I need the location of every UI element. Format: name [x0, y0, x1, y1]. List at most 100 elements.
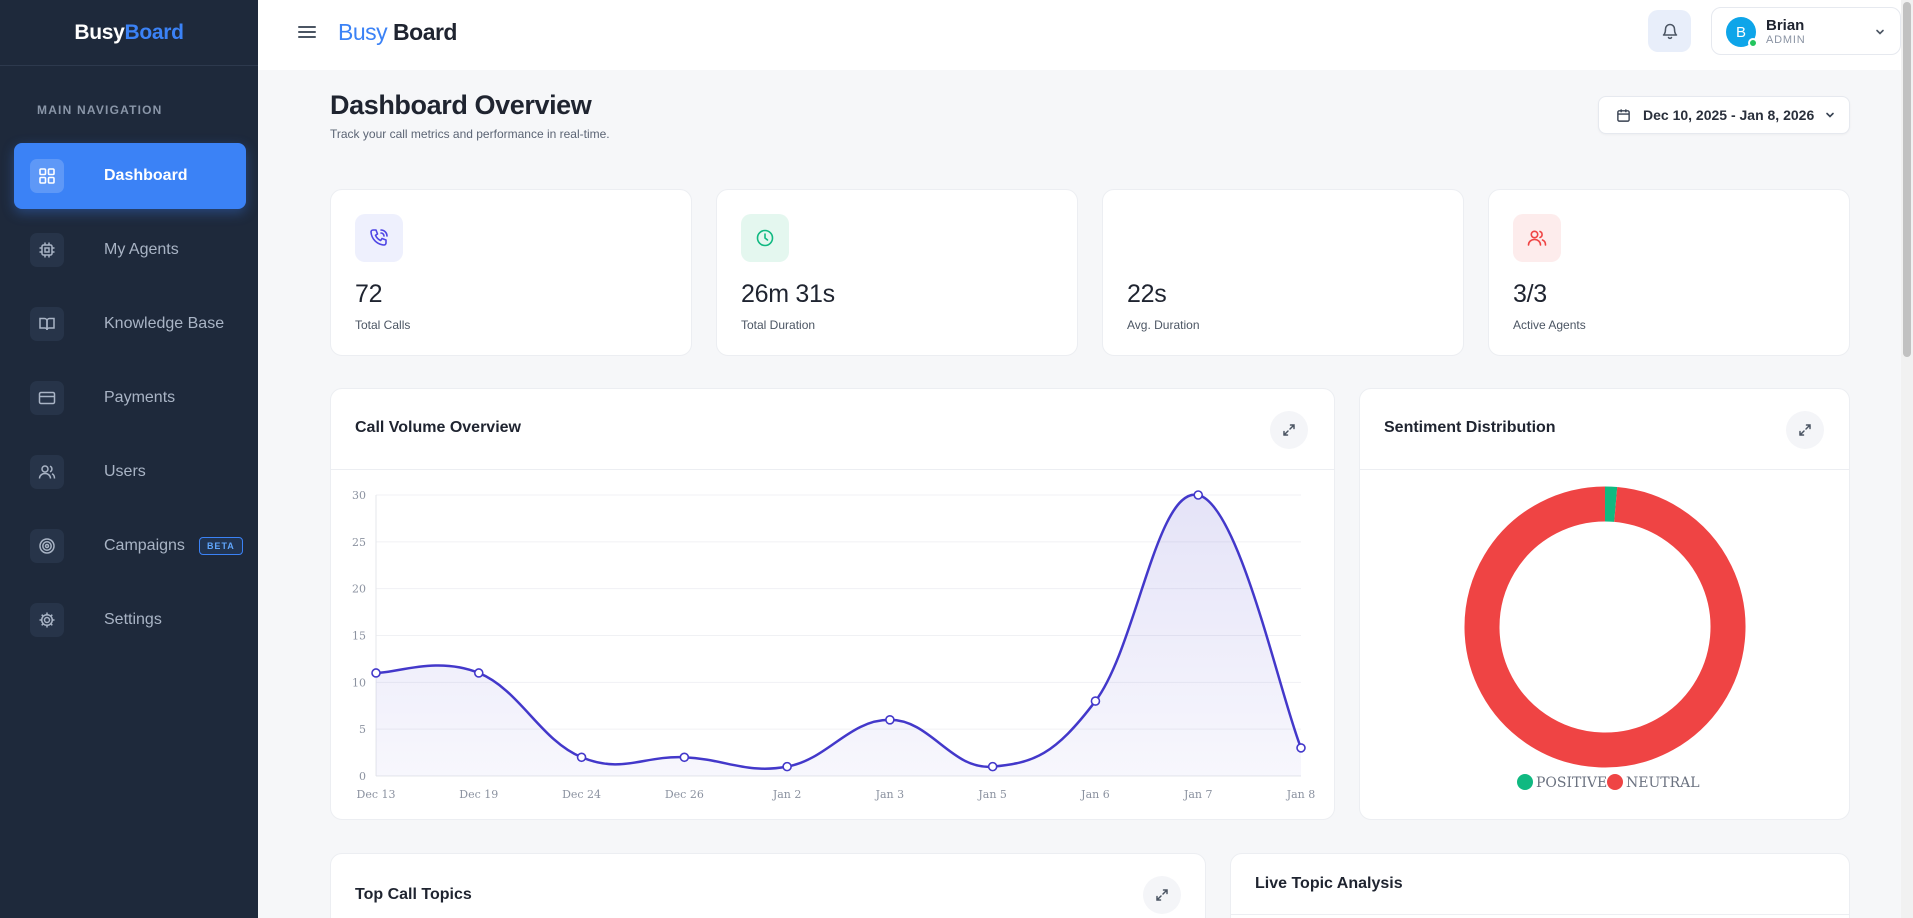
data-point[interactable] — [1296, 743, 1306, 753]
top-topics-panel: Top Call Topics — [330, 853, 1206, 918]
sidebar-logo[interactable]: Busy Board — [0, 0, 258, 66]
stat-card-active-agents: 3/3 Active Agents — [1488, 189, 1850, 356]
gear-icon — [30, 603, 64, 637]
scrollbar-thumb[interactable] — [1903, 2, 1911, 357]
sidebar-item-label: Dashboard — [104, 167, 188, 184]
stat-value: 3/3 — [1513, 280, 1547, 308]
menu-toggle-icon[interactable] — [296, 22, 318, 42]
stat-label: Total Calls — [355, 318, 411, 332]
users-icon — [30, 455, 64, 489]
bell-icon — [1662, 23, 1677, 40]
date-range-picker[interactable]: Dec 10, 2025 - Jan 8, 2026 — [1598, 96, 1850, 134]
y-tick-label: 20 — [352, 583, 366, 596]
stat-value: 26m 31s — [741, 280, 835, 308]
sidebar-item-users[interactable]: Users — [14, 439, 246, 505]
page-scrollbar[interactable] — [1901, 0, 1913, 918]
expand-chart-button[interactable] — [1786, 411, 1824, 449]
area-fill — [376, 494, 1301, 776]
x-tick-label: Jan 2 — [772, 788, 802, 801]
stat-value: 72 — [355, 280, 383, 308]
sidebar-item-label: Campaigns — [104, 537, 185, 554]
y-tick-label: 25 — [352, 536, 366, 549]
data-point[interactable] — [885, 714, 895, 725]
legend-swatch — [1607, 774, 1623, 790]
call-volume-chart: 0 5 10 15 20 25 30 Dec 13 Dec 19 Dec 24 Dec 26 Jan … — [352, 489, 1316, 801]
data-point[interactable] — [473, 668, 484, 678]
y-tick-label: 30 — [352, 489, 366, 502]
sidebar-item-label: Users — [104, 463, 146, 480]
x-tick-label: Jan 3 — [875, 788, 905, 801]
sidebar-item-label: My Agents — [104, 241, 179, 258]
brand-text-busy: Busy — [338, 19, 388, 45]
x-tick-label: Jan 7 — [1183, 788, 1213, 801]
sidebar-item-label: Knowledge Base — [104, 315, 225, 332]
grid-icon — [30, 159, 64, 193]
expand-chart-button[interactable] — [1270, 411, 1308, 449]
avatar-initial: B — [1735, 23, 1746, 41]
stat-card-avg-duration: 22s Avg. Duration — [1102, 189, 1464, 356]
avatar: B — [1726, 17, 1758, 48]
data-point[interactable] — [576, 752, 587, 763]
book-icon — [30, 307, 64, 341]
expand-icon — [1156, 889, 1168, 901]
x-tick-label: Dec 26 — [665, 788, 704, 801]
data-point[interactable] — [371, 668, 381, 678]
legend-swatch — [1517, 774, 1533, 790]
user-menu[interactable]: B Brian ADMIN — [1711, 7, 1901, 55]
panel-title: Call Volume Overview — [355, 419, 521, 436]
call-volume-panel: Call Volume Overview 0 5 10 15 20 25 30 Dec 13 D… — [330, 388, 1335, 820]
data-point[interactable] — [1193, 490, 1204, 500]
stat-card-total-calls: 72 Total Calls — [330, 189, 692, 356]
sentiment-panel: Sentiment Distribution POSITIVE NEUTRAL — [1359, 388, 1850, 820]
panel-title: Live Topic Analysis — [1255, 875, 1403, 892]
sidebar-item-settings[interactable]: Settings — [14, 587, 246, 653]
calendar-icon — [1617, 108, 1630, 122]
sidebar-item-payments[interactable]: Payments — [14, 365, 246, 431]
data-point[interactable] — [782, 761, 792, 772]
stat-value: 22s — [1127, 280, 1167, 308]
brand-text-board: Board — [393, 19, 457, 45]
y-tick-label: 15 — [352, 630, 366, 643]
user-role: ADMIN — [1766, 34, 1806, 46]
phone-icon — [355, 214, 403, 262]
sidebar-item-knowledge-base[interactable]: Knowledge Base — [14, 291, 246, 357]
data-point[interactable] — [679, 752, 690, 763]
credit-card-icon — [30, 381, 64, 415]
page-subtitle: Track your call metrics and performance … — [330, 127, 610, 141]
target-icon — [30, 529, 64, 563]
sidebar: Busy Board MAIN NAVIGATION Dashboard My A… — [0, 0, 258, 918]
y-tick-label: 0 — [359, 770, 366, 783]
y-tick-label: 10 — [352, 676, 366, 689]
data-point[interactable] — [1090, 696, 1101, 706]
sidebar-item-label: Settings — [104, 611, 162, 628]
sidebar-item-dashboard[interactable]: Dashboard — [14, 143, 246, 209]
panel-divider — [331, 469, 1334, 470]
data-point[interactable] — [987, 761, 998, 772]
panel-divider — [1231, 914, 1849, 915]
chevron-down-icon — [1826, 112, 1835, 118]
legend-label: NEUTRAL — [1626, 775, 1700, 791]
users-icon — [1513, 214, 1561, 262]
expand-chart-button[interactable] — [1143, 876, 1181, 914]
x-tick-label: Jan 6 — [1080, 788, 1110, 801]
legend-label: POSITIVE — [1536, 775, 1607, 791]
stat-label: Active Agents — [1513, 318, 1586, 332]
panel-title: Top Call Topics — [355, 886, 472, 903]
sidebar-item-my-agents[interactable]: My Agents — [14, 217, 246, 283]
chip-icon — [30, 233, 64, 267]
x-tick-label: Dec 19 — [459, 788, 498, 801]
sentiment-donut-chart: POSITIVE NEUTRAL — [1464, 486, 1746, 791]
sidebar-item-campaigns[interactable]: Campaigns BETA — [14, 513, 246, 579]
page-title: Dashboard Overview — [330, 90, 592, 120]
stat-label: Total Duration — [741, 318, 816, 332]
clock-icon — [741, 214, 789, 262]
panel-title: Sentiment Distribution — [1384, 419, 1556, 436]
stat-card-total-duration: 26m 31s Total Duration — [716, 189, 1078, 356]
x-tick-label: Jan 5 — [977, 788, 1007, 801]
notifications-button[interactable] — [1648, 10, 1691, 52]
header-brand[interactable]: Busy Board — [338, 19, 457, 46]
date-range-label: Dec 10, 2025 - Jan 8, 2026 — [1643, 107, 1815, 123]
x-tick-label: Jan 8 — [1286, 788, 1316, 801]
slice-neutral[interactable] — [1464, 486, 1746, 768]
online-status-dot — [1748, 38, 1758, 48]
